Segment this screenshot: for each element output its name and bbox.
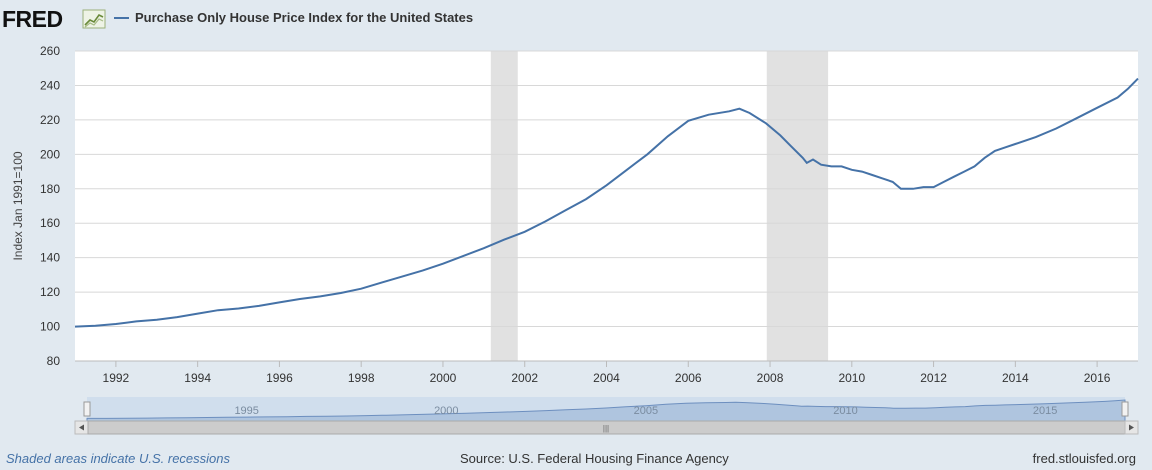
y-tick-label: 120: [40, 285, 60, 299]
y-tick-label: 220: [40, 113, 60, 127]
x-tick-label: 2006: [675, 371, 702, 385]
x-tick-label: 1998: [348, 371, 375, 385]
x-tick-label: 2012: [920, 371, 947, 385]
y-tick-label: 160: [40, 216, 60, 230]
series-line[interactable]: [74, 77, 1139, 328]
y-tick-label: 80: [47, 354, 61, 368]
y-tick-label: 200: [40, 147, 60, 161]
x-tick-label: 1994: [184, 371, 211, 385]
x-tick-label: 2002: [511, 371, 538, 385]
fred-logo[interactable]: FRED: [2, 6, 63, 32]
y-tick-label: 240: [40, 78, 60, 92]
y-tick-label: 260: [40, 44, 60, 58]
x-tick-label: 2008: [757, 371, 784, 385]
navigator-series-area: [86, 399, 1126, 422]
x-axis-ticks: 1992 1994 1996 1998 2000 2002 2004 2006 2008 2010…: [103, 361, 1111, 385]
scroll-left-arrow-icon: [79, 424, 84, 431]
legend-swatch: [114, 16, 129, 19]
navigator-label: 1995: [234, 405, 258, 417]
recession-note: Shaded areas indicate U.S. recessions: [6, 451, 231, 466]
y-tick-label: 100: [40, 320, 60, 334]
navigator-labels: 1995 2000 2005 2010 2015: [234, 405, 1057, 417]
fred-graph-icon: [82, 9, 106, 29]
navigator-handle-left[interactable]: [83, 401, 91, 417]
x-tick-label: 1992: [103, 371, 130, 385]
x-tick-label: 1996: [266, 371, 293, 385]
y-tick-label: 180: [40, 182, 60, 196]
x-tick-label: 2014: [1002, 371, 1029, 385]
navigator-label: 2000: [434, 405, 458, 417]
navigator-label: 2010: [833, 405, 857, 417]
recession-band-0: [490, 51, 518, 361]
scroll-right-arrow-icon: [1129, 424, 1134, 431]
navigator-label: 2015: [1033, 405, 1057, 417]
x-tick-label: 2010: [838, 371, 865, 385]
y-axis-label: Index Jan 1991=100: [11, 151, 25, 260]
scrollbar-grip: |||: [603, 424, 609, 433]
plot-area: [75, 51, 1138, 361]
legend-label: Purchase Only House Price Index for the …: [135, 10, 474, 25]
x-tick-label: 2016: [1084, 371, 1111, 385]
navigator-handle-right[interactable]: [1121, 401, 1129, 417]
recession-bands: [490, 51, 829, 361]
x-tick-label: 2000: [430, 371, 457, 385]
chart-legend[interactable]: Purchase Only House Price Index for the …: [114, 10, 473, 25]
y-axis-ticks: 80 100 120 140 160 180 200 220 240 260: [40, 44, 60, 368]
x-tick-label: 2004: [593, 371, 620, 385]
source-text: Source: U.S. Federal Housing Finance Age…: [460, 451, 729, 466]
site-link[interactable]: fred.stlouisfed.org: [1032, 451, 1136, 466]
y-tick-label: 140: [40, 251, 60, 265]
recession-band-1: [766, 51, 829, 361]
navigator-label: 2005: [634, 405, 658, 417]
